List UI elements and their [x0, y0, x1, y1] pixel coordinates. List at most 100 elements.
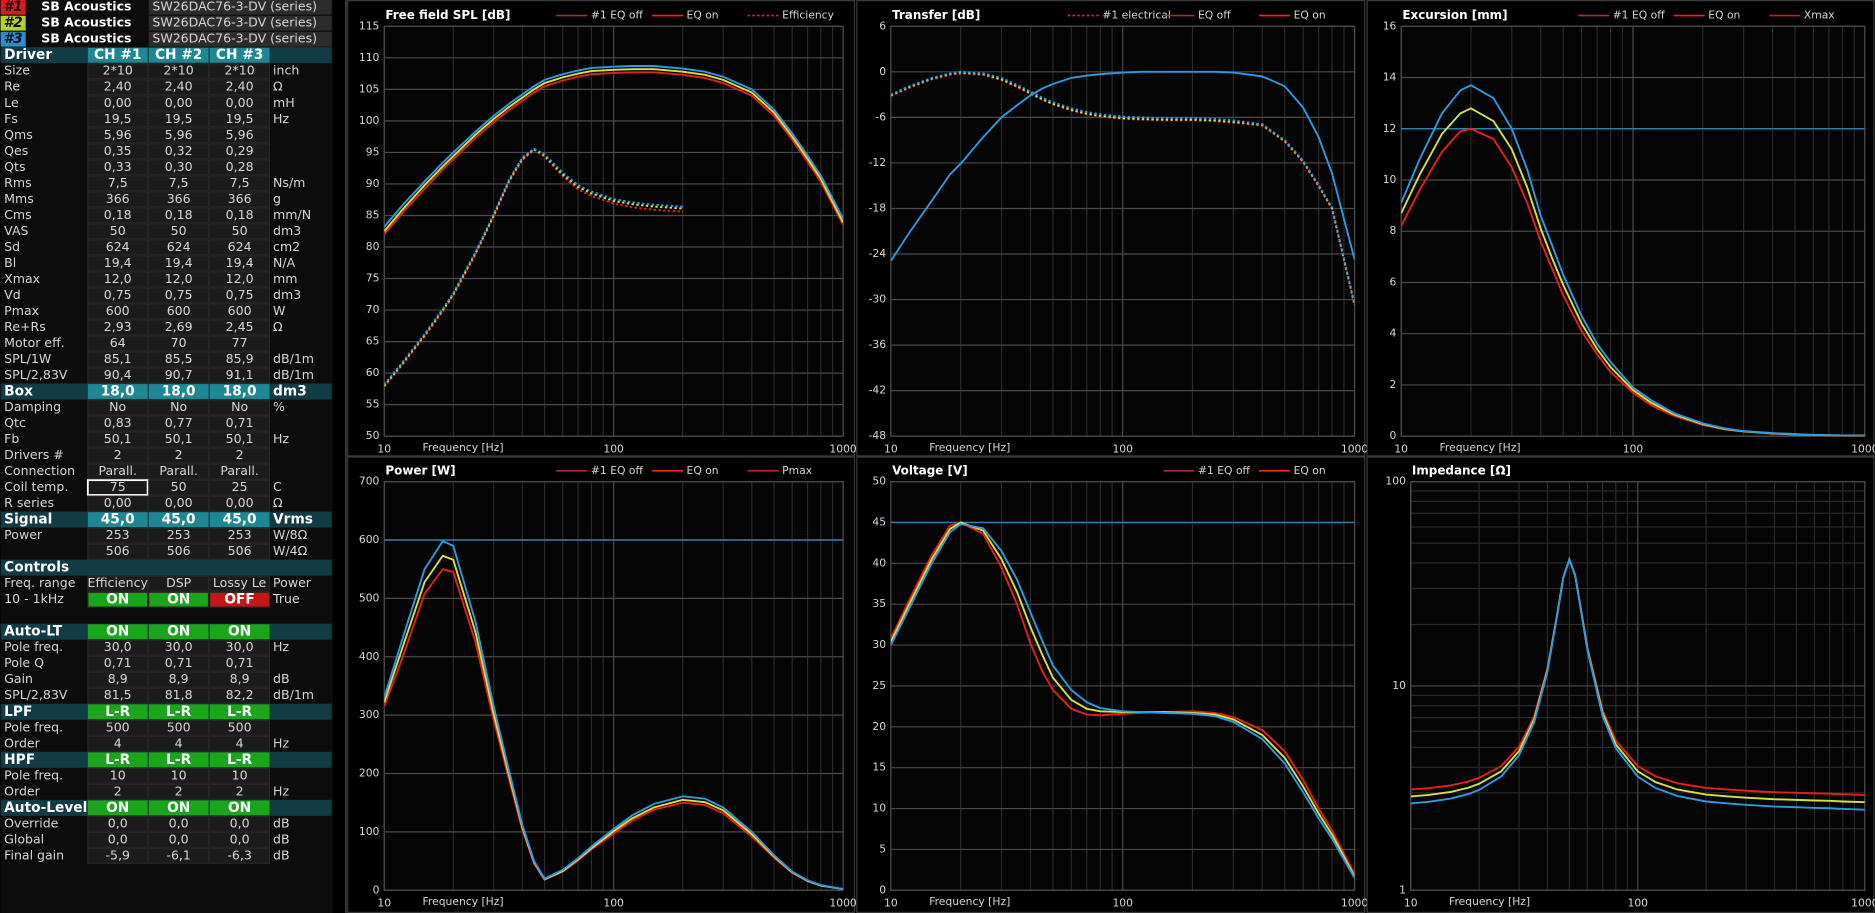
section-cell-value[interactable]: L-R: [105, 704, 130, 720]
value-cell-text[interactable]: 0,30: [165, 159, 193, 174]
value-cell-text[interactable]: 500: [106, 719, 130, 734]
driver-model[interactable]: SW26DAC76-3-DV (series): [152, 31, 317, 46]
value-cell-text[interactable]: 0,0: [230, 815, 250, 830]
value-cell-text[interactable]: 30,0: [104, 639, 132, 654]
value-cell-text[interactable]: 2*10: [103, 63, 133, 78]
value-cell-text[interactable]: 600: [106, 303, 130, 318]
value-cell-text[interactable]: 12,0: [226, 271, 254, 286]
value-cell-text[interactable]: DSP: [166, 575, 192, 590]
value-cell-text[interactable]: 2: [114, 783, 122, 798]
value-cell-text[interactable]: OFF: [224, 592, 254, 608]
value-cell-text[interactable]: 7,5: [108, 175, 128, 190]
section-cell-value[interactable]: L-R: [166, 752, 191, 768]
value-cell-text[interactable]: 2,93: [104, 319, 132, 334]
value-cell-text[interactable]: 4: [114, 735, 122, 750]
value-cell-text[interactable]: ON: [167, 592, 190, 608]
value-cell-text[interactable]: 64: [110, 335, 126, 350]
value-cell-text[interactable]: No: [109, 399, 126, 414]
value-cell-text[interactable]: 5,96: [104, 127, 132, 142]
value-cell-text[interactable]: 50: [171, 223, 187, 238]
value-cell-text[interactable]: 0,00: [226, 95, 254, 110]
value-cell-text[interactable]: 0,00: [165, 95, 193, 110]
value-cell-text[interactable]: 10: [232, 767, 248, 782]
value-cell-text[interactable]: Lossy Le: [213, 575, 267, 590]
value-cell-text[interactable]: 2*10: [164, 63, 194, 78]
legend-label[interactable]: EQ on: [1294, 464, 1326, 477]
section-cell-value[interactable]: 18,0: [101, 383, 135, 399]
value-cell-text[interactable]: 50: [171, 479, 187, 494]
value-cell-text[interactable]: 10: [171, 767, 187, 782]
value-cell-text[interactable]: 506: [228, 543, 252, 558]
value-cell-text[interactable]: 0,29: [226, 143, 254, 158]
value-cell-text[interactable]: 0,0: [108, 831, 128, 846]
section-cell-value[interactable]: ON: [228, 624, 251, 640]
legend-label[interactable]: EQ on: [1294, 9, 1326, 22]
legend-label[interactable]: EQ on: [1708, 9, 1740, 22]
value-cell-text[interactable]: No: [231, 399, 248, 414]
value-cell-text[interactable]: 0,83: [104, 415, 132, 430]
value-cell-text[interactable]: 91,1: [226, 367, 254, 382]
value-cell-text[interactable]: 2: [175, 783, 183, 798]
legend-label[interactable]: #1 EQ off: [1198, 464, 1251, 477]
legend-label[interactable]: #1 EQ off: [591, 9, 644, 22]
value-cell-text[interactable]: 2: [175, 447, 183, 462]
value-cell-text[interactable]: Parall.: [98, 463, 136, 478]
legend-label[interactable]: Pmax: [782, 464, 813, 477]
section-cell-value[interactable]: CH #1: [94, 47, 141, 63]
value-cell-text[interactable]: Efficiency: [88, 575, 149, 590]
value-cell-text[interactable]: 0,0: [169, 815, 189, 830]
value-cell-text[interactable]: 253: [228, 527, 252, 542]
legend-label[interactable]: EQ on: [687, 464, 719, 477]
value-cell-text[interactable]: 81,8: [165, 687, 193, 702]
value-cell-text[interactable]: 2,40: [165, 79, 193, 94]
section-cell-value[interactable]: CH #3: [216, 47, 263, 63]
value-cell-text[interactable]: 2,40: [104, 79, 132, 94]
value-cell-text[interactable]: 81,5: [104, 687, 132, 702]
value-cell-text[interactable]: 500: [228, 719, 252, 734]
value-cell-text[interactable]: 0,0: [169, 831, 189, 846]
section-cell-value[interactable]: 18,0: [162, 383, 196, 399]
value-cell-text[interactable]: 624: [167, 239, 191, 254]
value-cell-text[interactable]: 8,9: [230, 671, 250, 686]
value-cell-text[interactable]: 8,9: [169, 671, 189, 686]
value-cell-text[interactable]: 2,69: [165, 319, 193, 334]
value-cell-text[interactable]: 75: [110, 479, 126, 494]
value-cell-text[interactable]: -6,1: [166, 847, 190, 862]
section-cell-value[interactable]: L-R: [105, 752, 130, 768]
value-cell-text[interactable]: 19,4: [165, 255, 193, 270]
value-cell-text[interactable]: 8,9: [108, 671, 128, 686]
value-cell-text[interactable]: 0,71: [104, 655, 132, 670]
value-cell-text[interactable]: 50: [232, 223, 248, 238]
value-cell-text[interactable]: 253: [167, 527, 191, 542]
value-cell-text[interactable]: 0,18: [165, 207, 193, 222]
value-cell-text[interactable]: 500: [167, 719, 191, 734]
value-cell-text[interactable]: 0,33: [104, 159, 132, 174]
section-cell-value[interactable]: ON: [167, 624, 190, 640]
value-cell-text[interactable]: 30,0: [226, 639, 254, 654]
value-cell-text[interactable]: -6,3: [227, 847, 251, 862]
section-cell-value[interactable]: 45,0: [223, 512, 257, 528]
value-cell-text[interactable]: 0,00: [165, 495, 193, 510]
driver-model[interactable]: SW26DAC76-3-DV (series): [152, 15, 317, 30]
value-cell-text[interactable]: 366: [106, 191, 130, 206]
value-cell-text[interactable]: 2*10: [225, 63, 255, 78]
value-cell-text[interactable]: Parall.: [220, 463, 258, 478]
value-cell-text[interactable]: 85,1: [104, 351, 132, 366]
value-cell-text[interactable]: 0,32: [165, 143, 193, 158]
value-cell-text[interactable]: 12,0: [104, 271, 132, 286]
value-cell-text[interactable]: 0,18: [104, 207, 132, 222]
value-cell-text[interactable]: 0,71: [226, 655, 254, 670]
value-cell-text[interactable]: 2,40: [226, 79, 254, 94]
value-cell-text[interactable]: 2,45: [226, 319, 254, 334]
value-cell-text[interactable]: 77: [232, 335, 248, 350]
value-cell-text[interactable]: 10: [110, 767, 126, 782]
value-cell-text[interactable]: 0,77: [165, 415, 193, 430]
legend-label[interactable]: EQ off: [1198, 9, 1231, 22]
value-cell-text[interactable]: 19,5: [226, 111, 254, 126]
value-cell-text[interactable]: 85,5: [165, 351, 193, 366]
legend-label[interactable]: Xmax: [1804, 9, 1835, 22]
value-cell-text[interactable]: 366: [228, 191, 252, 206]
value-cell-text[interactable]: 0,75: [226, 287, 254, 302]
value-cell-text[interactable]: 624: [106, 239, 130, 254]
section-cell-value[interactable]: L-R: [227, 752, 252, 768]
